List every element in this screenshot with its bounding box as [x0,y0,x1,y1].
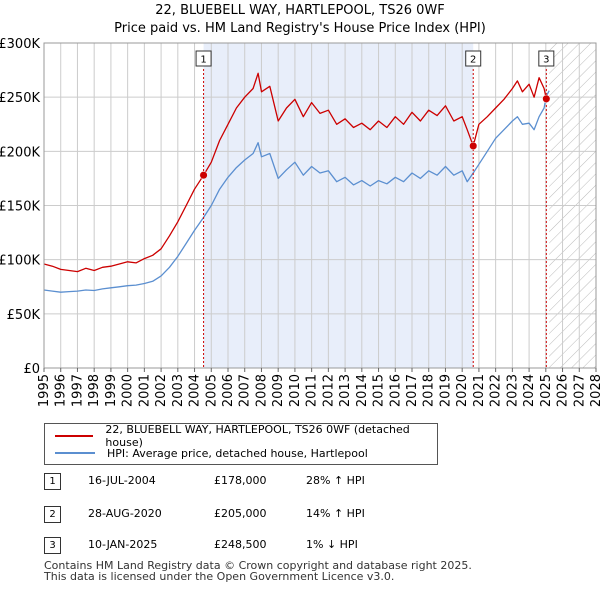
x-tick-label: 2011 [305,374,320,407]
sale-row: 3 10-JAN-2025 £248,500 1% ↓ HPI [44,535,444,555]
legend: 22, BLUEBELL WAY, HARTLEPOOL, TS26 0WF (… [44,423,438,465]
sale-date: 28-AUG-2020 [88,507,162,520]
x-tick-label: 2003 [171,374,186,407]
sale-number-badge: 3 [44,537,61,554]
chart-title: 22, BLUEBELL WAY, HARTLEPOOL, TS26 0WF P… [0,2,600,38]
x-tick-label: 2005 [204,374,219,407]
legend-swatch-property [55,435,94,437]
plot-frame [43,42,597,369]
x-tick-label: 2007 [238,374,253,407]
sale-price: £205,000 [214,507,267,520]
series-layer [43,72,550,293]
x-tick-label: 1999 [104,374,119,407]
sale-date: 10-JAN-2025 [88,538,158,551]
x-tick-label: 2028 [589,374,600,407]
footer-licence: This data is licensed under the Open Gov… [44,570,395,583]
sale-point [199,171,208,180]
x-tick-label: 2000 [121,374,136,407]
x-tick-label: 2024 [522,374,537,407]
x-tick-label: 2002 [154,374,169,407]
x-tick-label: 2017 [405,374,420,407]
x-tick-label: 2019 [438,374,453,407]
sale-number-badge: 2 [44,506,61,523]
x-tick-label: 2013 [338,374,353,407]
sale-point [469,141,478,150]
x-tick-label: 2018 [422,374,437,407]
x-tick-label: 2016 [388,374,403,407]
sale-row: 1 16-JUL-2004 £178,000 28% ↑ HPI [44,471,444,491]
x-tick-label: 2020 [455,374,470,407]
x-tick-label: 1995 [37,374,52,407]
y-tick-label: £50K [7,308,41,323]
x-tick-label: 2001 [137,374,152,407]
chart-subtitle: Price paid vs. HM Land Registry's House … [114,21,486,36]
y-tick-label: £200K [0,145,40,160]
sale-price: £248,500 [214,538,267,551]
sale-price: £178,000 [214,474,267,487]
x-tick-label: 2015 [372,374,387,407]
sale-point [542,94,551,103]
legend-label-property: 22, BLUEBELL WAY, HARTLEPOOL, TS26 0WF (… [105,423,410,449]
x-tick-label: 2004 [188,374,203,407]
footer-attribution: Contains HM Land Registry data © Crown c… [44,560,472,582]
legend-label-hpi: HPI: Average price, detached house, Hart… [107,446,368,460]
sale-hpi-change: 28% ↑ HPI [306,474,365,487]
x-tick-label: 1997 [70,374,85,407]
sale-hpi-change: 14% ↑ HPI [306,507,365,520]
y-tick-label: £100K [0,254,40,269]
x-tick-label: 2021 [472,374,487,407]
y-tick-label: £300K [0,37,40,52]
y-tick-label: £150K [0,200,40,215]
x-tick-label: 2008 [254,374,269,407]
x-tick-label: 2009 [271,374,286,407]
x-tick-label: 2025 [539,374,554,407]
x-tick-label: 2012 [321,374,336,407]
grid-lines [43,42,597,369]
y-tick-label: £250K [0,91,40,106]
sale-number-badge: 1 [44,473,61,490]
legend-item-property: 22, BLUEBELL WAY, HARTLEPOOL, TS26 0WF (… [55,423,437,449]
sale-label-box [538,50,555,67]
sale-row: 2 28-AUG-2020 £205,000 14% ↑ HPI [44,504,444,524]
sale-label-text: 1 [200,55,206,66]
legend-swatch-hpi [55,452,95,454]
legend-item-hpi: HPI: Average price, detached house, Hart… [55,445,368,461]
sale-date: 16-JUL-2004 [88,474,156,487]
x-tick-label: 1998 [87,374,102,407]
sale-markers: 1 2 3 [195,50,555,368]
x-tick-label: 2010 [288,374,303,407]
sale-label-box [195,50,212,67]
sale-label-text: 2 [470,55,476,66]
x-tick-label: 2027 [572,374,587,407]
x-tick-label: 1996 [54,374,69,407]
series-line-hpi [43,90,550,293]
footer-copyright: Contains HM Land Registry data © Crown c… [44,559,472,572]
series-line-property [43,72,550,273]
y-tick-label: £0 [23,362,40,377]
x-tick-label: 2026 [556,374,571,407]
chart-title-main: 22, BLUEBELL WAY, HARTLEPOOL, TS26 0WF [155,3,445,18]
sale-hpi-change: 1% ↓ HPI [306,538,358,551]
x-tick-label: 2014 [355,374,370,407]
x-tick-label: 2006 [221,374,236,407]
x-tick-label: 2022 [489,374,504,407]
x-tick-label: 2023 [505,374,520,407]
sale-label-text: 3 [543,55,549,66]
sale-label-box [465,50,482,67]
